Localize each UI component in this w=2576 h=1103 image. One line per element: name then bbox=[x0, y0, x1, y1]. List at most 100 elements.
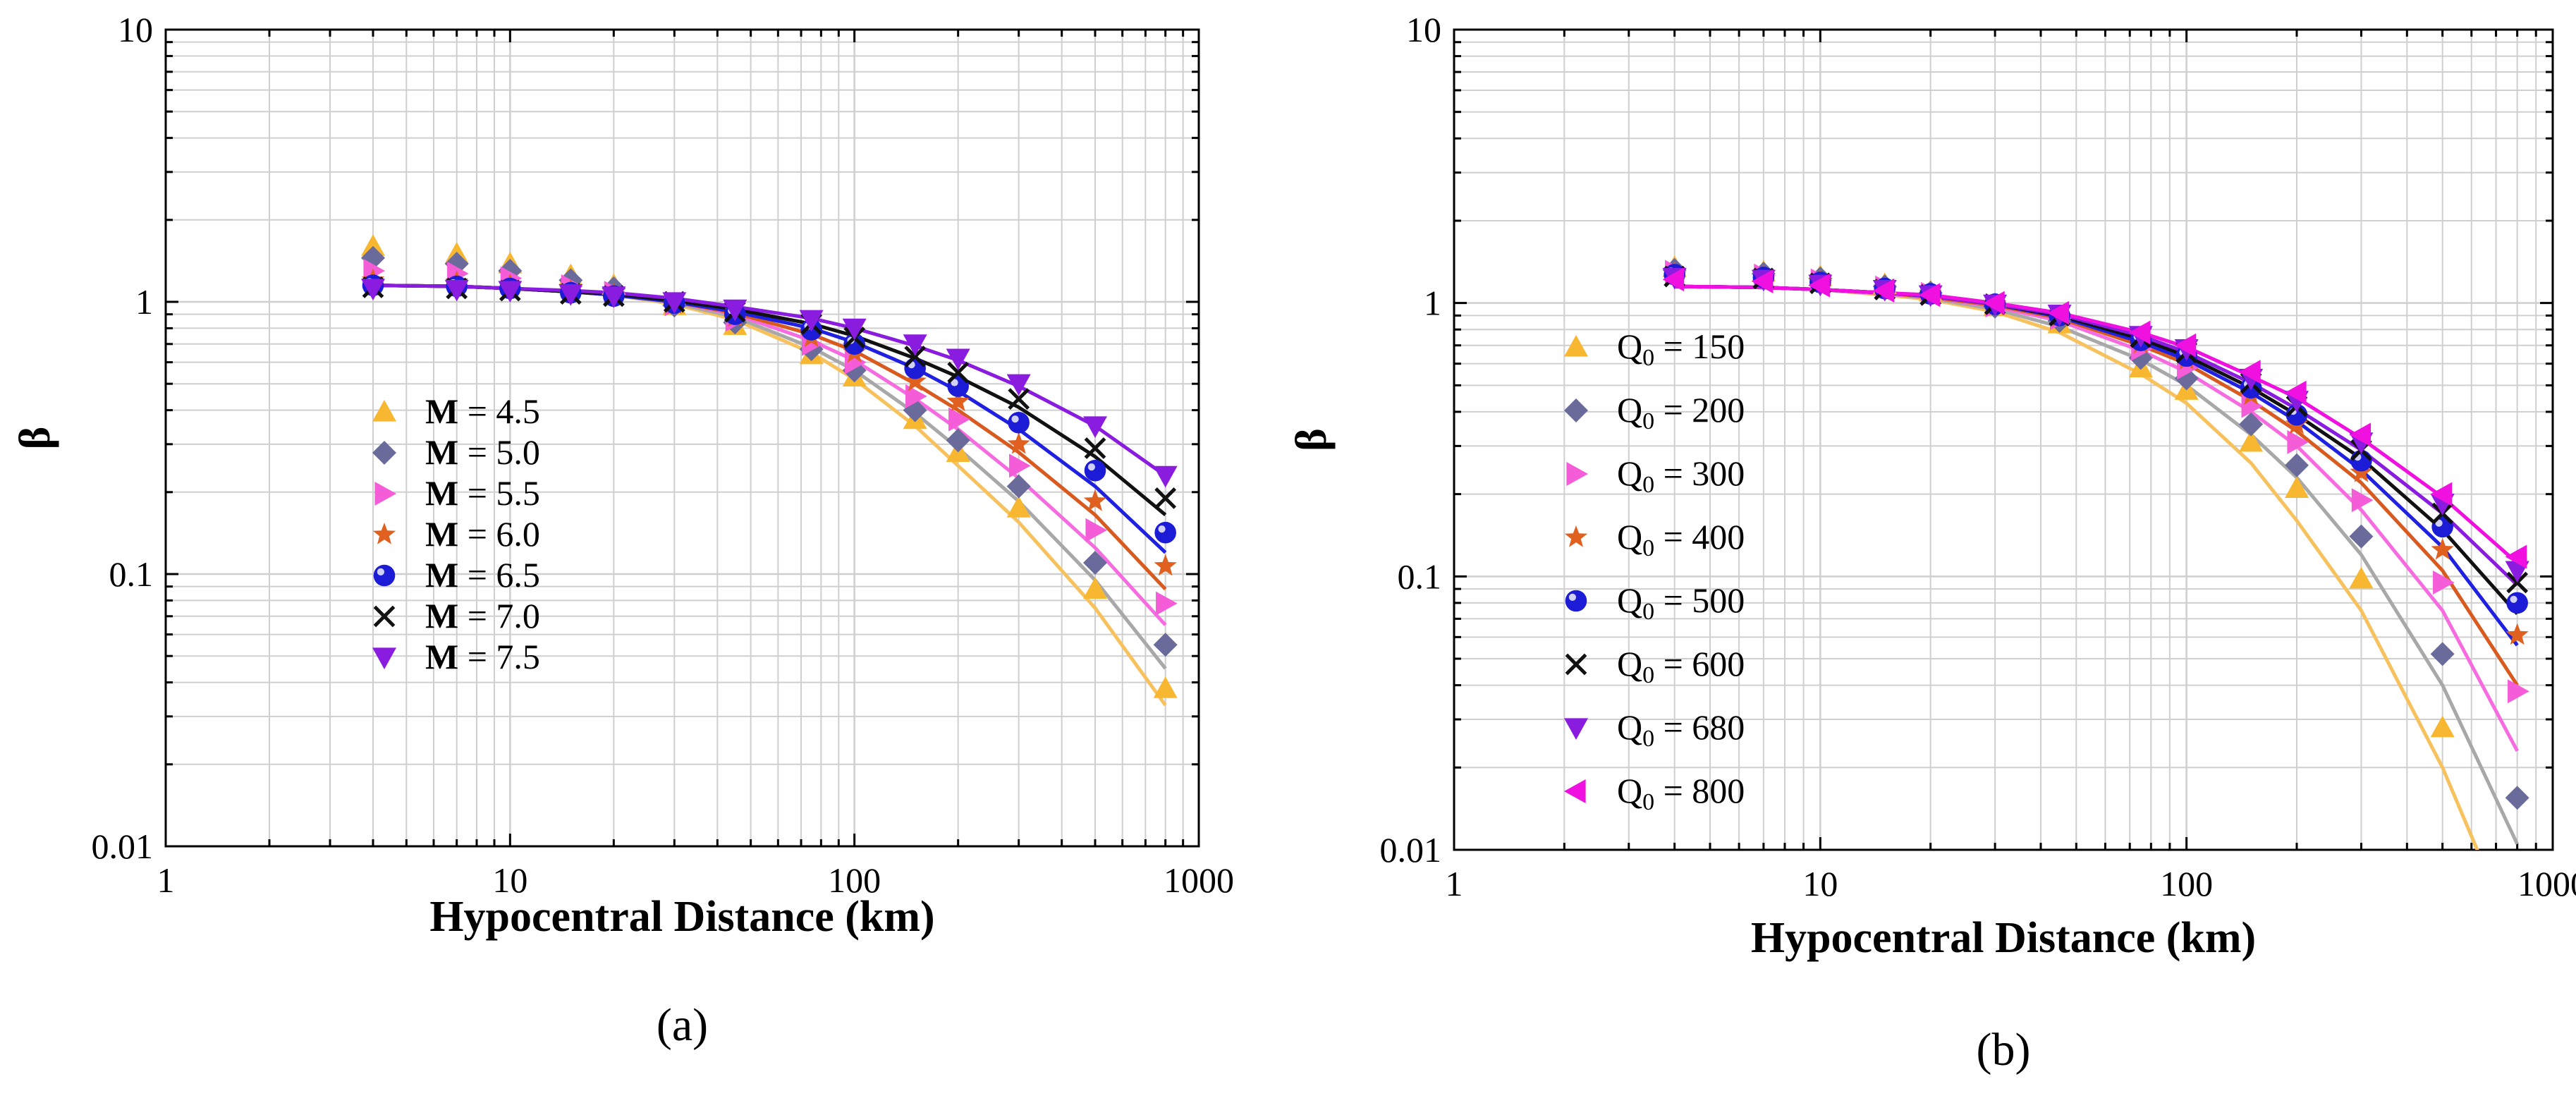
legend-marker-icon bbox=[372, 400, 396, 422]
legend-marker-icon bbox=[1564, 398, 1588, 422]
legend-value: = 500 bbox=[1654, 580, 1745, 620]
legend-prefix: Q bbox=[1617, 580, 1642, 620]
fit-line-200 bbox=[1674, 284, 2519, 845]
data-point bbox=[905, 384, 927, 408]
legend-prefix: M bbox=[425, 596, 458, 635]
legend-marker-icon bbox=[374, 482, 396, 506]
legend-label: Q0 = 800 bbox=[1617, 771, 1745, 815]
data-point bbox=[1008, 388, 1030, 410]
data-point bbox=[2508, 679, 2529, 704]
legend-value: = 400 bbox=[1654, 517, 1745, 556]
legend-label: M = 6.5 bbox=[425, 555, 540, 595]
data-point bbox=[2128, 320, 2151, 345]
plot-area bbox=[1662, 255, 2529, 931]
legend-item: M = 6.5 bbox=[373, 555, 540, 595]
fit-line-300 bbox=[1674, 284, 2519, 752]
legend-prefix: Q bbox=[1617, 327, 1642, 366]
legend-label: M = 5.5 bbox=[425, 473, 540, 513]
data-point bbox=[1153, 465, 1178, 488]
data-point bbox=[946, 428, 970, 453]
legend-item: Q0 = 400 bbox=[1564, 517, 1745, 561]
legend-value: = 6.0 bbox=[458, 514, 540, 554]
data-point bbox=[2047, 300, 2070, 325]
data-point bbox=[602, 286, 626, 308]
legend-subscript: 0 bbox=[1642, 535, 1654, 561]
legend-prefix: Q bbox=[1617, 771, 1642, 810]
legend-marker-icon bbox=[373, 605, 396, 628]
x-tick-label: 1000 bbox=[2517, 864, 2576, 903]
grid bbox=[164, 30, 1199, 848]
data-point bbox=[2505, 544, 2527, 569]
data-point bbox=[1084, 459, 1106, 482]
data-point bbox=[2505, 909, 2529, 931]
legend-marker-icon bbox=[1566, 462, 1588, 486]
data-point bbox=[1154, 521, 1176, 544]
data-point bbox=[1153, 633, 1178, 657]
data-point bbox=[662, 292, 687, 314]
legend-subscript: 0 bbox=[1642, 726, 1654, 752]
legend-value: = 800 bbox=[1654, 771, 1745, 810]
data-point bbox=[1009, 453, 1031, 478]
panel-label: (b) bbox=[1977, 1024, 2031, 1075]
legend-prefix: M bbox=[425, 637, 458, 676]
legend-label: M = 7.0 bbox=[425, 596, 540, 635]
legend-item: Q0 = 300 bbox=[1566, 453, 1745, 498]
legend-item: Q0 = 800 bbox=[1564, 771, 1745, 815]
y-tick-label: 0.1 bbox=[109, 554, 154, 594]
y-tick-label: 0.01 bbox=[1380, 830, 1442, 870]
data-point bbox=[1006, 496, 1031, 518]
legend-marker-icon bbox=[372, 523, 396, 544]
legend-item: Q0 = 680 bbox=[1564, 707, 1745, 752]
data-point bbox=[2430, 482, 2453, 506]
legend-value: = 600 bbox=[1654, 644, 1745, 683]
legend-item: Q0 = 200 bbox=[1564, 390, 1745, 434]
legend-prefix: Q bbox=[1617, 390, 1642, 429]
legend: M = 4.5M = 5.0M = 5.5M = 6.0M = 6.5M = 7… bbox=[372, 391, 540, 676]
legend-prefix: M bbox=[425, 432, 458, 472]
series-7.5 bbox=[361, 279, 1178, 488]
series-800 bbox=[1662, 267, 2527, 569]
tick-marks bbox=[164, 28, 1200, 848]
data-point bbox=[1008, 411, 1030, 434]
data-point bbox=[1156, 591, 1178, 616]
legend-item: M = 4.5 bbox=[372, 391, 540, 431]
plot-frame bbox=[1453, 28, 2554, 851]
data-point bbox=[1808, 273, 1830, 298]
series-500 bbox=[1664, 264, 2528, 614]
plot-area bbox=[361, 234, 1178, 707]
data-point bbox=[903, 369, 927, 391]
legend-label: Q0 = 300 bbox=[1617, 453, 1745, 498]
legend-prefix: M bbox=[425, 473, 458, 513]
data-point bbox=[2351, 488, 2374, 513]
legend-label: M = 6.0 bbox=[425, 514, 540, 554]
data-point bbox=[1983, 291, 2005, 315]
data-point bbox=[2431, 516, 2453, 538]
data-point bbox=[723, 299, 747, 322]
data-point bbox=[1007, 432, 1030, 454]
data-point bbox=[2506, 592, 2528, 614]
data-point bbox=[361, 234, 386, 256]
legend-subscript: 0 bbox=[1642, 472, 1654, 498]
legend-item: M = 7.0 bbox=[373, 596, 540, 635]
data-point bbox=[947, 361, 970, 384]
data-point bbox=[946, 389, 970, 412]
data-point bbox=[2285, 380, 2307, 405]
data-point bbox=[1085, 518, 1107, 542]
legend-prefix: Q bbox=[1617, 453, 1642, 493]
legend-prefix: M bbox=[425, 555, 458, 595]
data-point bbox=[2349, 566, 2374, 589]
data-point bbox=[2285, 453, 2309, 477]
legend-marker-icon bbox=[1565, 653, 1587, 676]
y-axis-title: β bbox=[11, 427, 59, 450]
legend-value: = 200 bbox=[1654, 390, 1745, 429]
y-tick-label: 10 bbox=[118, 10, 153, 49]
data-point bbox=[2349, 524, 2374, 549]
legend-label: M = 4.5 bbox=[425, 391, 540, 431]
data-point bbox=[1006, 474, 1031, 499]
data-point bbox=[1083, 489, 1107, 511]
y-axis-title: β bbox=[1288, 428, 1336, 451]
tick-marks bbox=[1453, 28, 2554, 851]
legend-subscript: 0 bbox=[1642, 662, 1654, 688]
